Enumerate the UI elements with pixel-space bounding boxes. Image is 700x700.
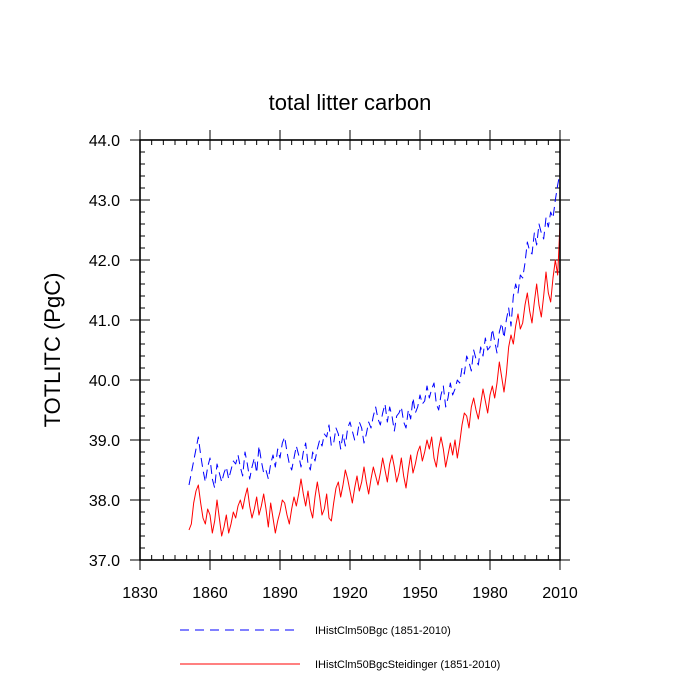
x-tick-label: 2010 <box>542 585 578 602</box>
axis-tick-labels: 1830 1860 1890 1920 1950 1980 2010 37.0 38.0 39.0… <box>89 133 578 602</box>
axis-ticks <box>130 130 570 570</box>
x-tick-label: 1890 <box>262 585 298 602</box>
series-lines <box>188 172 561 537</box>
y-tick-label: 41.0 <box>89 313 120 330</box>
x-tick-label: 1860 <box>192 585 228 602</box>
x-tick-label: 1920 <box>332 585 368 602</box>
plot-frame <box>139 139 561 561</box>
legend-label-1: IHistClm50Bgc (1851-2010) <box>315 625 451 637</box>
x-tick-label: 1980 <box>472 585 508 602</box>
y-tick-label: 39.0 <box>89 433 120 450</box>
x-tick-label: 1830 <box>122 585 158 602</box>
x-tick-label: 1950 <box>402 585 438 602</box>
series-line-1 <box>188 172 561 489</box>
series-line-2 <box>188 223 561 537</box>
y-tick-label: 40.0 <box>89 373 120 390</box>
y-tick-label: 44.0 <box>89 133 120 150</box>
legend-label-2: IHistClm50BgcSteidinger (1851-2010) <box>315 659 500 671</box>
chart-title: total litter carbon <box>269 90 432 115</box>
legend: IHistClm50Bgc (1851-2010) IHistClm50BgcSt… <box>180 625 500 671</box>
y-tick-label: 42.0 <box>89 253 120 270</box>
y-axis-label: TOTLITC (PgC) <box>40 273 65 428</box>
y-tick-label: 38.0 <box>89 493 120 510</box>
y-tick-label: 43.0 <box>89 193 120 210</box>
y-tick-label: 37.0 <box>89 553 120 570</box>
